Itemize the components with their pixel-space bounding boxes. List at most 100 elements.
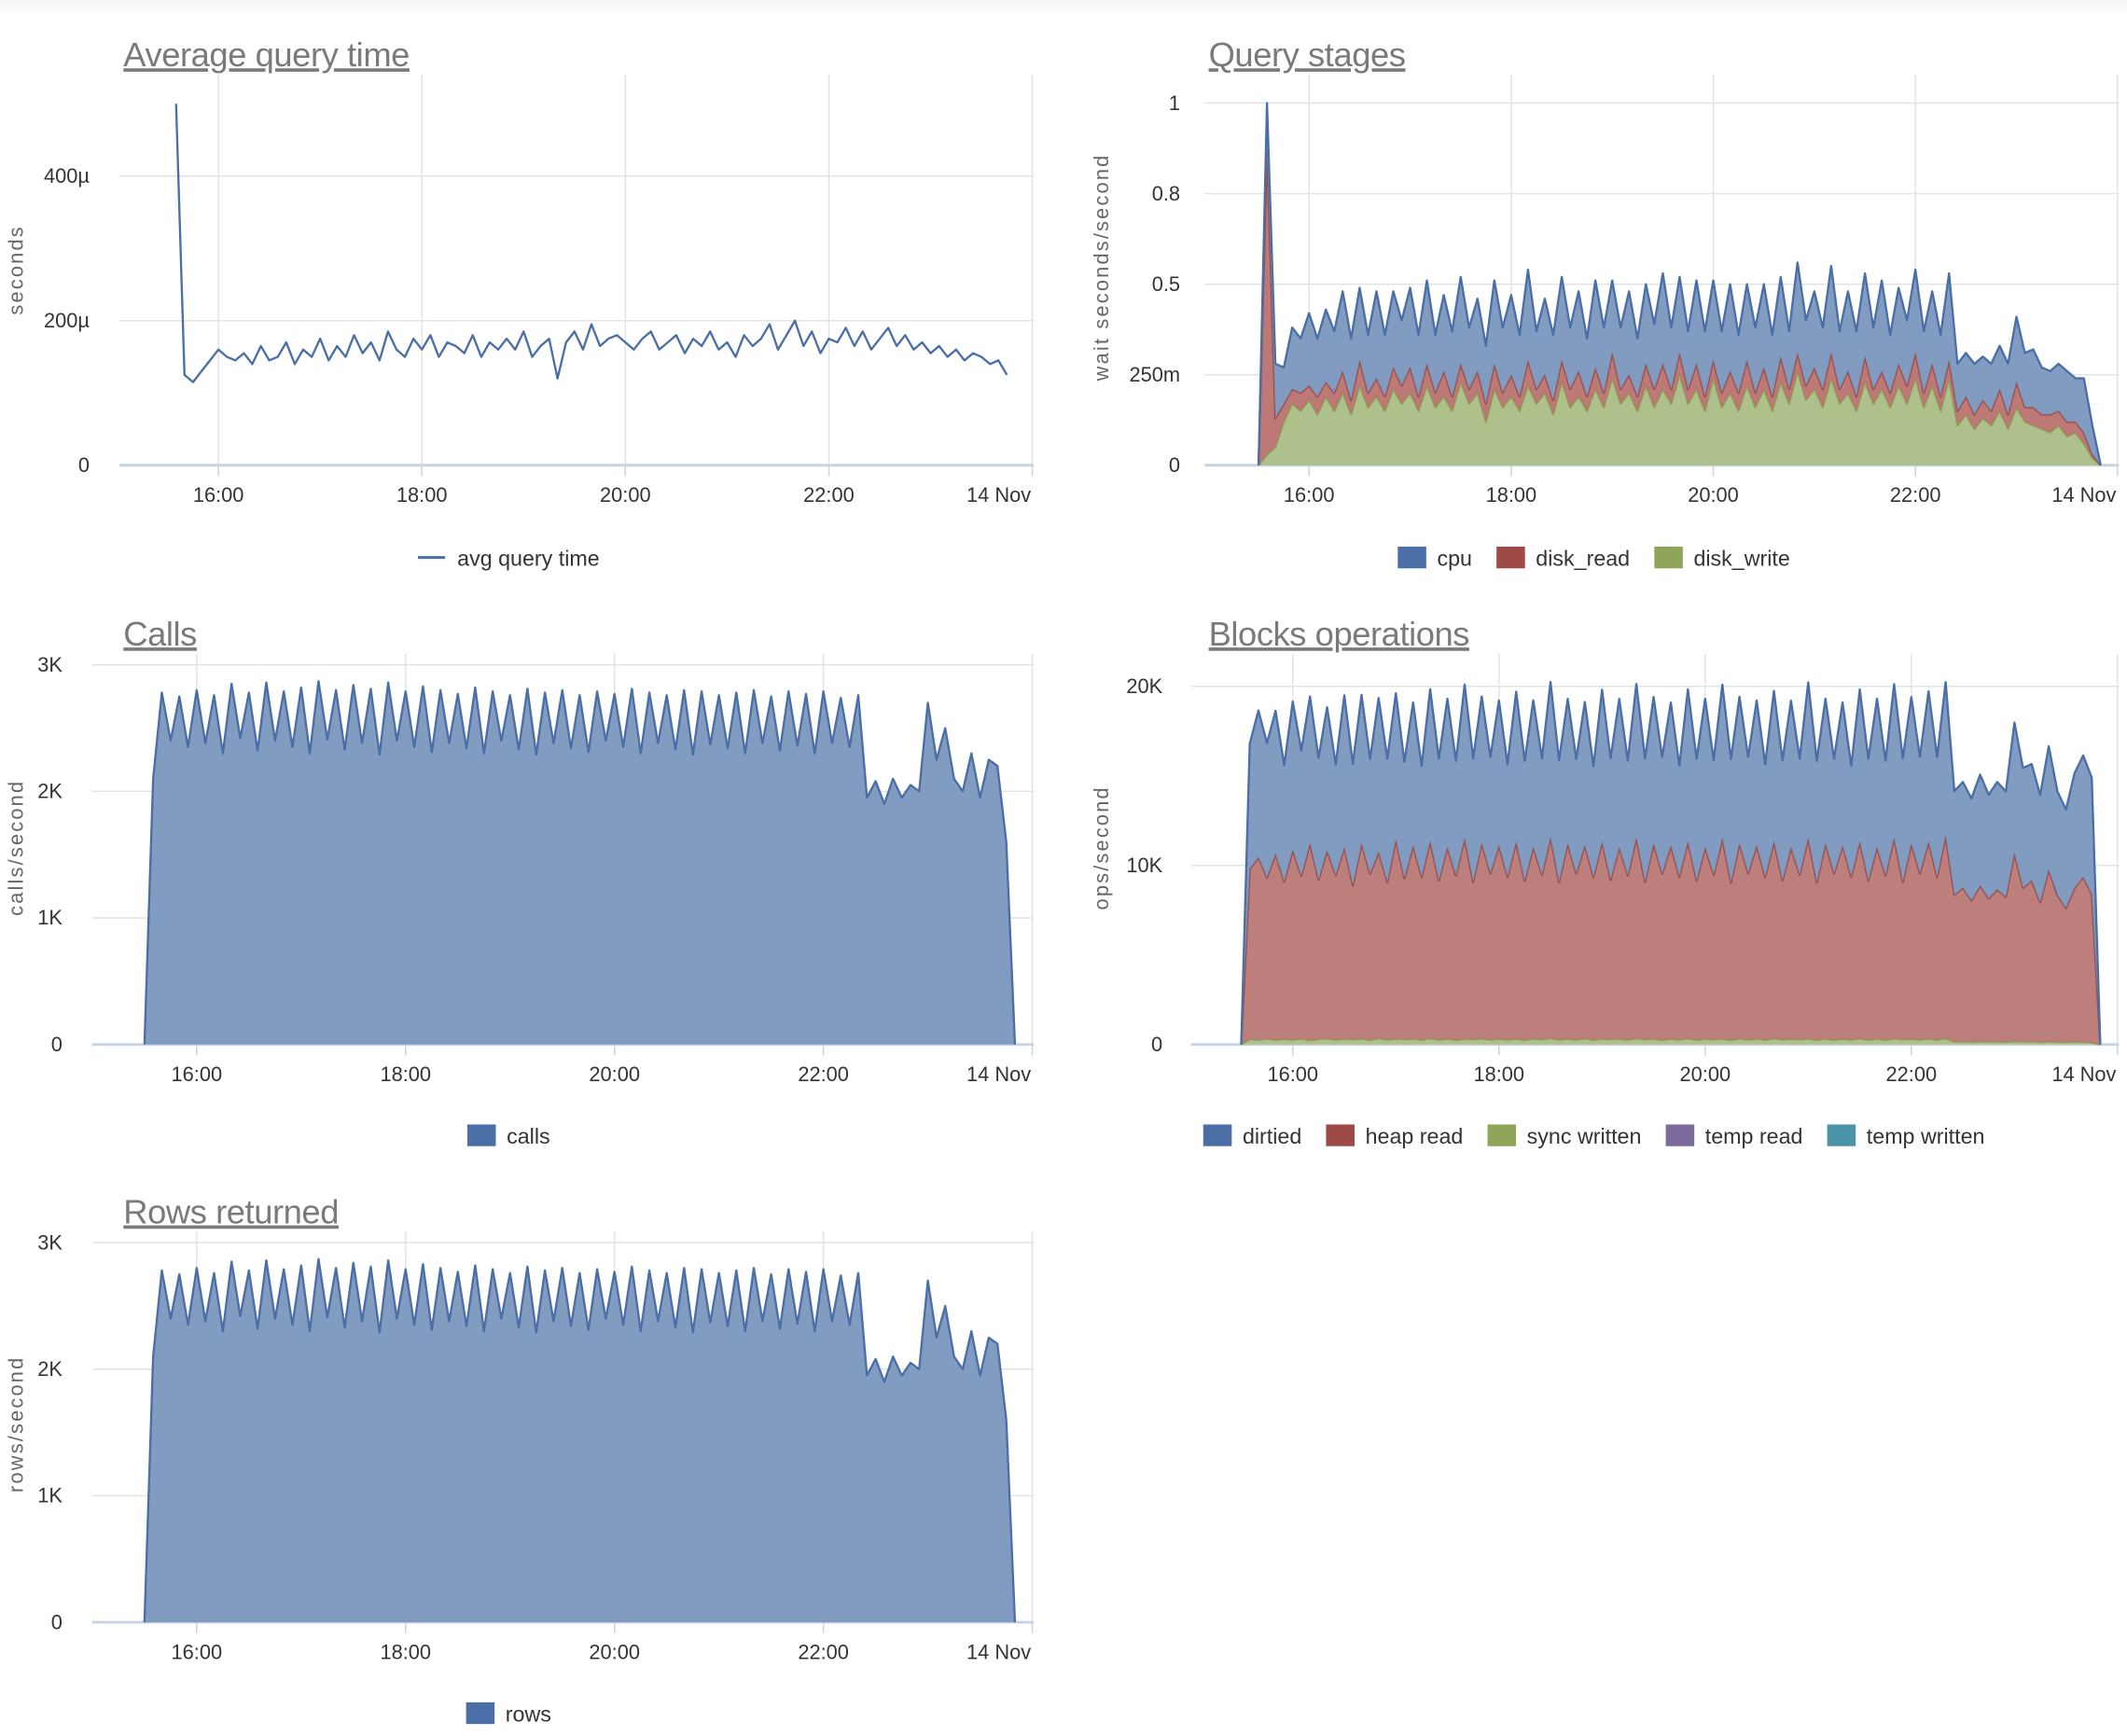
x-tick-label: 22:00 bbox=[798, 1640, 849, 1663]
dirtied-series-line[interactable] bbox=[1240, 680, 2102, 1045]
y-tick-label: 0 bbox=[1169, 453, 1180, 477]
legend: cpu disk_read disk_write bbox=[1397, 546, 1790, 570]
chart-title[interactable]: Calls bbox=[123, 615, 197, 653]
x-tick-label: 22:00 bbox=[803, 483, 855, 507]
legend-item-rows[interactable]: rows bbox=[466, 1701, 551, 1726]
legend-color-swatch bbox=[1654, 547, 1683, 569]
y-axis-title: calls/second bbox=[5, 780, 28, 916]
y-tick-label: 0 bbox=[78, 453, 90, 477]
disk-write-area bbox=[1258, 370, 2101, 465]
legend-item-cpu[interactable]: cpu bbox=[1397, 546, 1472, 570]
legend: dirtied heap read sync written temp read tem… bbox=[1203, 1124, 1985, 1148]
x-tick-label: 16:00 bbox=[1267, 1062, 1318, 1086]
legend-color-swatch bbox=[1487, 1124, 1517, 1146]
legend: calls bbox=[466, 1124, 550, 1148]
chart-title[interactable]: Query stages bbox=[1209, 35, 1406, 74]
y-tick-label: 1 bbox=[1169, 91, 1180, 115]
x-tick-label: 22:00 bbox=[1886, 1062, 1938, 1086]
sync-written-area bbox=[1241, 1037, 2101, 1045]
x-tick-label: 16:00 bbox=[172, 1640, 223, 1663]
x-tick-label: 18:00 bbox=[381, 1640, 432, 1663]
legend-label: temp written bbox=[1867, 1124, 1985, 1148]
x-tick-label: 18:00 bbox=[396, 483, 448, 507]
x-tick-label: 14 Nov bbox=[2051, 483, 2116, 507]
x-tick-label: 16:00 bbox=[172, 1062, 223, 1086]
x-tick-label: 22:00 bbox=[1890, 483, 1941, 507]
legend-color-swatch bbox=[1827, 1124, 1856, 1146]
legend-color-swatch bbox=[1397, 547, 1426, 569]
y-tick-label: 0 bbox=[51, 1610, 63, 1633]
legend-item-temp-written[interactable]: temp written bbox=[1827, 1124, 1985, 1148]
rows-area bbox=[144, 1258, 1015, 1623]
calls-chart: 16:00 18:00 20:00 22:00 14 Nov 0 1K 2K 3K Calls ca… bbox=[5, 615, 1035, 1148]
y-tick-label: 2K bbox=[37, 1357, 63, 1381]
x-tick-label: 14 Nov bbox=[966, 1062, 1031, 1086]
legend-label: temp read bbox=[1705, 1124, 1803, 1148]
y-tick-label: 200µ bbox=[44, 309, 90, 332]
y-tick-label: 3K bbox=[37, 653, 63, 676]
cpu-area bbox=[1258, 103, 2101, 465]
calls-area bbox=[144, 681, 1015, 1045]
cpu-series-line[interactable] bbox=[1257, 102, 2102, 465]
legend-label: rows bbox=[506, 1701, 551, 1726]
x-tick-label: 20:00 bbox=[600, 483, 651, 507]
x-tick-label: 18:00 bbox=[381, 1062, 432, 1086]
x-tick-label: 18:00 bbox=[1486, 483, 1537, 507]
legend: avg query time bbox=[418, 546, 600, 570]
avg-query-time-series-line[interactable] bbox=[174, 104, 1008, 383]
legend-color-swatch bbox=[466, 1701, 495, 1725]
legend-label: disk_read bbox=[1536, 546, 1630, 570]
rows-returned-chart: 16:00 18:00 20:00 22:00 14 Nov 0 1K 2K 3K Rows re… bbox=[5, 1193, 1035, 1726]
legend-label: cpu bbox=[1437, 546, 1472, 570]
legend-item-dirtied[interactable]: dirtied bbox=[1203, 1124, 1301, 1148]
x-tick-label: 14 Nov bbox=[2051, 1062, 2116, 1086]
legend-item-calls[interactable]: calls bbox=[466, 1124, 550, 1148]
y-axis-title: seconds bbox=[5, 225, 28, 314]
legend-item-sync-written[interactable]: sync written bbox=[1487, 1124, 1642, 1148]
y-axis-title: rows/second bbox=[5, 1356, 28, 1493]
legend-color-swatch bbox=[1203, 1124, 1232, 1146]
heap-read-area bbox=[1241, 836, 2101, 1045]
x-tick-label: 16:00 bbox=[193, 483, 244, 507]
x-tick-label: 20:00 bbox=[589, 1640, 640, 1663]
y-tick-label: 10K bbox=[1126, 854, 1162, 877]
y-axis-title: wait seconds/second bbox=[1090, 154, 1113, 382]
chart-title[interactable]: Average query time bbox=[123, 35, 410, 74]
y-tick-label: 400µ bbox=[44, 164, 90, 187]
y-tick-label: 0.8 bbox=[1152, 182, 1180, 205]
x-tick-label: 14 Nov bbox=[966, 483, 1031, 507]
legend-item-avg-query-time[interactable]: avg query time bbox=[418, 546, 600, 570]
legend-label: avg query time bbox=[457, 546, 600, 570]
legend: rows bbox=[466, 1701, 551, 1726]
chart-title[interactable]: Blocks operations bbox=[1209, 615, 1470, 653]
rows-series-line[interactable] bbox=[143, 1257, 1017, 1623]
legend-color-swatch bbox=[466, 1124, 496, 1146]
y-tick-label: 250m bbox=[1130, 363, 1181, 386]
legend-item-temp-read[interactable]: temp read bbox=[1665, 1124, 1803, 1148]
query-stages-chart: 16:00 18:00 20:00 22:00 14 Nov 0 250m 0.5 0.8 1 Qu… bbox=[1090, 35, 2120, 570]
x-tick-label: 20:00 bbox=[1688, 483, 1739, 507]
legend-color-swatch bbox=[1665, 1124, 1695, 1146]
legend-label: dirtied bbox=[1243, 1124, 1301, 1148]
legend-item-heap-read[interactable]: heap read bbox=[1326, 1124, 1463, 1148]
chart-title[interactable]: Rows returned bbox=[123, 1193, 339, 1231]
y-tick-label: 0 bbox=[1151, 1033, 1162, 1056]
legend-label: disk_write bbox=[1693, 546, 1789, 570]
y-tick-label: 20K bbox=[1126, 674, 1162, 698]
y-tick-label: 1K bbox=[37, 1484, 63, 1507]
y-tick-label: 0.5 bbox=[1152, 272, 1180, 296]
y-tick-label: 2K bbox=[37, 780, 63, 803]
y-tick-label: 3K bbox=[37, 1230, 63, 1254]
x-tick-label: 18:00 bbox=[1474, 1062, 1525, 1086]
legend-color-swatch bbox=[1326, 1124, 1355, 1146]
y-tick-label: 1K bbox=[37, 906, 63, 929]
blocks-operations-chart: 16:00 18:00 20:00 22:00 14 Nov 0 10K 20K Blocks … bbox=[1090, 615, 2120, 1148]
avg-query-time-chart: 16:00 18:00 20:00 22:00 14 Nov 0 200µ 400µ Avera… bbox=[5, 35, 1035, 570]
legend-color-swatch bbox=[1496, 547, 1525, 569]
legend-item-disk-write[interactable]: disk_write bbox=[1654, 546, 1790, 570]
x-tick-label: 20:00 bbox=[589, 1062, 640, 1086]
calls-series-line[interactable] bbox=[143, 680, 1017, 1045]
legend-item-disk-read[interactable]: disk_read bbox=[1496, 546, 1630, 570]
